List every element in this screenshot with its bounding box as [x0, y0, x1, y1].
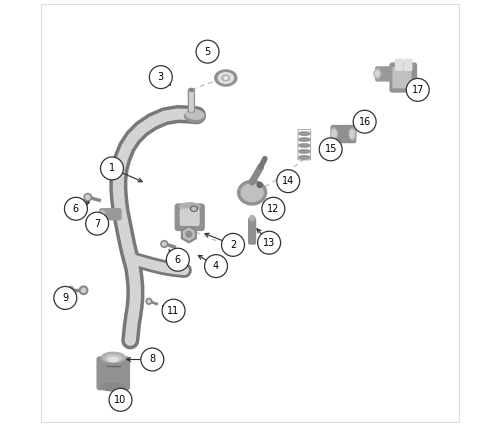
- Circle shape: [148, 300, 150, 302]
- Text: 5: 5: [204, 47, 210, 57]
- Circle shape: [277, 170, 299, 193]
- Ellipse shape: [376, 71, 380, 77]
- Text: 10: 10: [114, 395, 126, 405]
- Circle shape: [84, 193, 92, 201]
- Text: 4: 4: [213, 261, 219, 271]
- Text: 6: 6: [73, 204, 79, 214]
- Text: 6: 6: [175, 255, 181, 265]
- Circle shape: [178, 257, 186, 264]
- FancyBboxPatch shape: [176, 204, 204, 230]
- Text: 14: 14: [282, 176, 294, 186]
- Circle shape: [82, 288, 86, 292]
- Ellipse shape: [299, 132, 310, 135]
- FancyBboxPatch shape: [248, 218, 256, 244]
- Ellipse shape: [299, 150, 310, 153]
- Ellipse shape: [299, 155, 310, 159]
- FancyBboxPatch shape: [97, 357, 130, 390]
- Circle shape: [353, 110, 376, 133]
- Circle shape: [319, 138, 342, 161]
- Ellipse shape: [180, 203, 200, 210]
- Ellipse shape: [192, 207, 196, 210]
- Circle shape: [180, 259, 184, 262]
- Circle shape: [141, 348, 164, 371]
- Ellipse shape: [105, 355, 122, 361]
- Circle shape: [262, 197, 285, 220]
- Circle shape: [196, 40, 219, 63]
- Ellipse shape: [332, 130, 336, 138]
- Ellipse shape: [330, 128, 338, 140]
- Ellipse shape: [238, 180, 266, 205]
- FancyBboxPatch shape: [396, 59, 403, 70]
- Ellipse shape: [184, 111, 205, 123]
- Ellipse shape: [250, 216, 254, 221]
- Ellipse shape: [218, 73, 234, 83]
- Ellipse shape: [189, 88, 194, 91]
- FancyBboxPatch shape: [188, 90, 194, 112]
- Circle shape: [54, 286, 77, 309]
- Circle shape: [86, 212, 108, 235]
- Ellipse shape: [100, 210, 105, 219]
- FancyBboxPatch shape: [100, 209, 121, 220]
- Circle shape: [204, 255, 228, 278]
- Ellipse shape: [190, 206, 198, 211]
- Ellipse shape: [186, 110, 204, 119]
- Circle shape: [68, 286, 74, 292]
- Text: 7: 7: [94, 219, 100, 229]
- Text: 16: 16: [358, 117, 371, 127]
- Ellipse shape: [241, 184, 263, 201]
- Circle shape: [86, 195, 90, 199]
- Text: 12: 12: [267, 204, 280, 214]
- Circle shape: [100, 157, 124, 180]
- Text: 13: 13: [263, 238, 275, 248]
- FancyBboxPatch shape: [390, 63, 416, 92]
- Circle shape: [257, 182, 262, 187]
- Ellipse shape: [350, 130, 354, 138]
- Circle shape: [161, 241, 168, 248]
- Ellipse shape: [374, 69, 381, 78]
- Ellipse shape: [350, 128, 356, 140]
- Ellipse shape: [224, 77, 228, 79]
- FancyBboxPatch shape: [404, 59, 412, 70]
- Text: 17: 17: [412, 85, 424, 95]
- Circle shape: [186, 231, 192, 237]
- Circle shape: [162, 242, 166, 246]
- Text: 11: 11: [168, 306, 179, 316]
- Circle shape: [64, 197, 88, 220]
- Circle shape: [166, 248, 190, 271]
- Ellipse shape: [102, 352, 125, 363]
- Ellipse shape: [100, 212, 103, 216]
- Circle shape: [146, 298, 152, 304]
- Ellipse shape: [102, 383, 125, 391]
- Text: 9: 9: [62, 293, 68, 303]
- Text: 2: 2: [230, 240, 236, 250]
- Circle shape: [406, 78, 429, 101]
- Circle shape: [258, 231, 280, 254]
- Ellipse shape: [222, 75, 230, 81]
- Circle shape: [109, 389, 132, 411]
- Circle shape: [80, 286, 88, 294]
- FancyBboxPatch shape: [190, 91, 193, 111]
- Text: 1: 1: [109, 164, 115, 173]
- Ellipse shape: [299, 144, 310, 147]
- Circle shape: [222, 233, 244, 256]
- Text: 15: 15: [324, 144, 337, 154]
- Ellipse shape: [299, 138, 310, 141]
- Text: 3: 3: [158, 72, 164, 82]
- FancyBboxPatch shape: [376, 67, 395, 81]
- FancyBboxPatch shape: [180, 209, 199, 225]
- FancyBboxPatch shape: [393, 67, 411, 88]
- Text: 8: 8: [150, 354, 156, 365]
- Circle shape: [162, 299, 185, 322]
- FancyBboxPatch shape: [331, 126, 355, 143]
- Ellipse shape: [215, 70, 237, 86]
- Circle shape: [150, 66, 172, 89]
- Ellipse shape: [108, 357, 118, 362]
